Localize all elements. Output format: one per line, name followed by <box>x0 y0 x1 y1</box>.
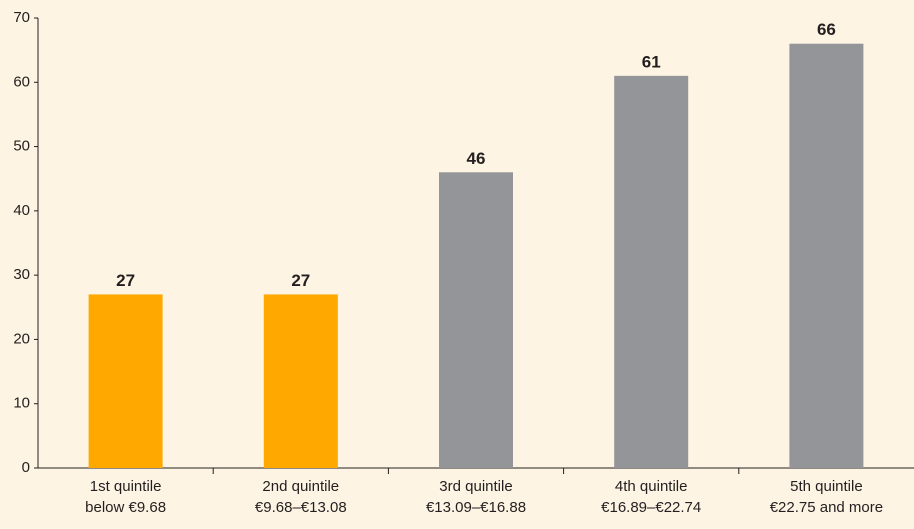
x-tick-label: €22.75 and more <box>770 499 883 516</box>
data-label: 27 <box>116 271 135 290</box>
x-tick-label: 1st quintile <box>90 478 162 495</box>
bar <box>88 294 163 468</box>
x-tick-label: 4th quintile <box>615 478 688 495</box>
bar <box>263 294 338 468</box>
y-tick-label: 30 <box>13 266 30 283</box>
x-tick-label: €13.09–€16.88 <box>426 499 526 516</box>
x-tick-label: 3rd quintile <box>439 478 512 495</box>
x-tick-label: below €9.68 <box>85 499 166 516</box>
x-tick-label: 2nd quintile <box>262 478 339 495</box>
y-tick-label: 70 <box>13 9 30 26</box>
y-tick-label: 0 <box>22 459 30 476</box>
y-tick-label: 20 <box>13 330 30 347</box>
y-tick-label: 60 <box>13 73 30 90</box>
data-label: 61 <box>642 52 661 71</box>
data-label: 66 <box>817 20 836 39</box>
data-label: 27 <box>291 271 310 290</box>
x-tick-label: €9.68–€13.08 <box>255 499 347 516</box>
y-tick-label: 50 <box>13 138 30 155</box>
data-label: 46 <box>467 149 486 168</box>
bar <box>789 43 864 468</box>
bar <box>439 172 513 469</box>
x-tick-label: 5th quintile <box>790 478 863 495</box>
x-tick-label: €16.89–€22.74 <box>601 499 701 516</box>
y-tick-label: 40 <box>13 202 30 219</box>
bar <box>614 75 689 468</box>
y-tick-label: 10 <box>13 395 30 412</box>
